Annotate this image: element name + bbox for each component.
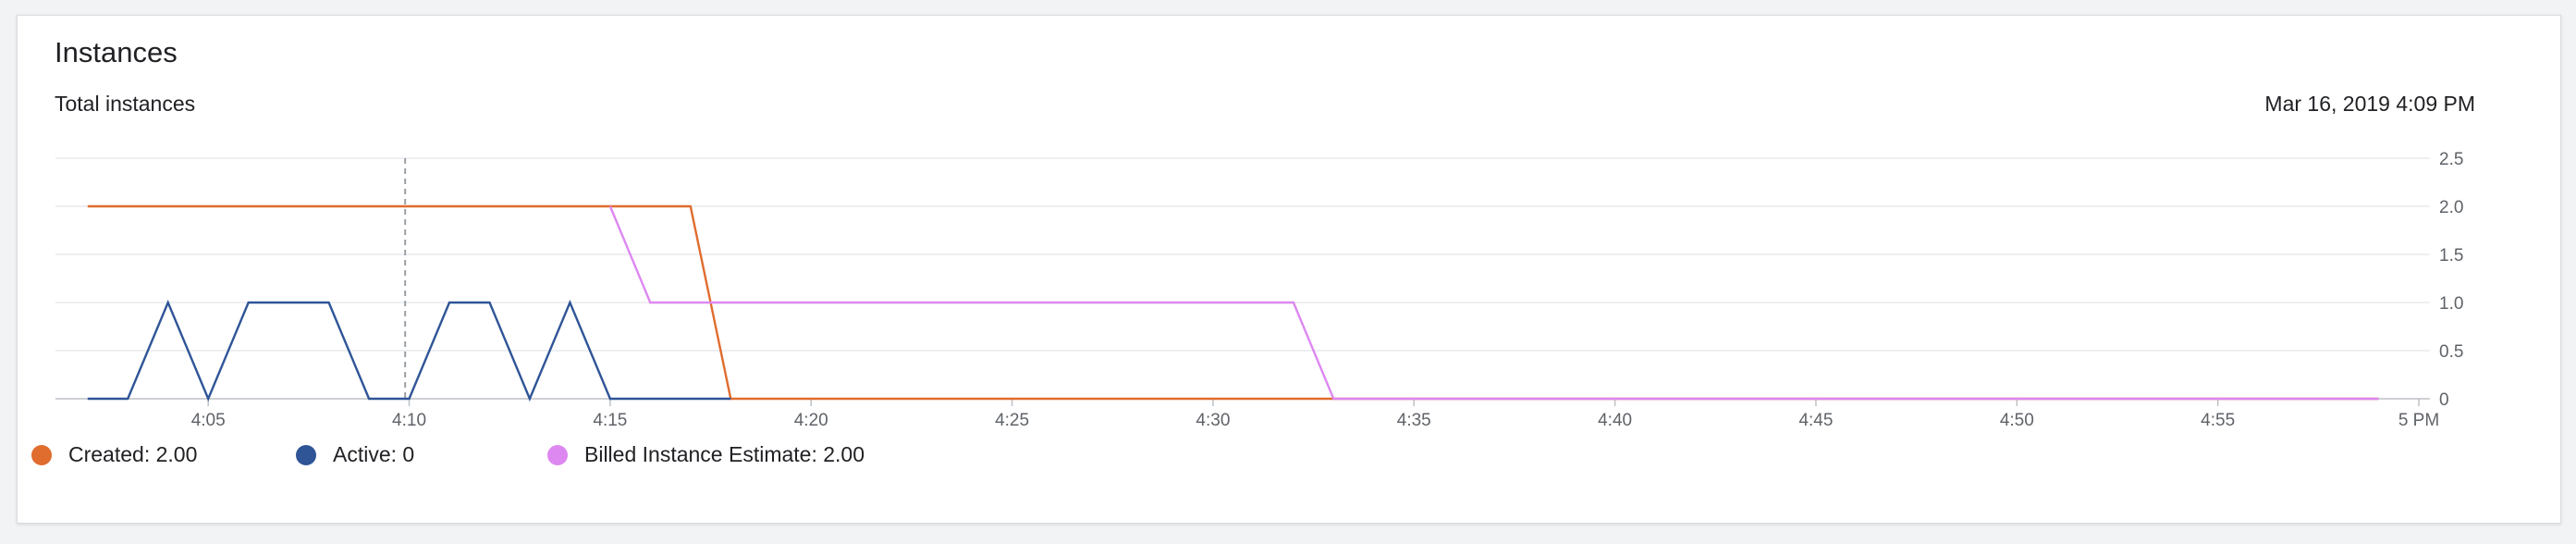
legend-swatch-billed: [547, 444, 568, 465]
legend-swatch-created: [31, 444, 52, 465]
x-tick-label: 4:05: [191, 411, 226, 430]
legend-item-created[interactable]: Created: 2.00: [31, 442, 296, 467]
series-line-billed-instance-estimate[interactable]: [608, 205, 2379, 401]
instances-card: Instances Total instances Mar 16, 2019 4…: [17, 15, 2561, 524]
legend-item-active[interactable]: Active: 0: [296, 442, 547, 467]
y-tick-label: 0.5: [2439, 342, 2463, 362]
y-tick-label: 2.5: [2439, 150, 2463, 169]
legend-item-billed[interactable]: Billed Instance Estimate: 2.00: [547, 442, 865, 467]
x-tick-label: 4:30: [1196, 411, 1230, 430]
series-lines: [87, 204, 2379, 402]
x-tick-label: 4:25: [995, 411, 1029, 430]
axis-ticks: 0 0.5 1.0 1.5 2.0 2.5 4:05 4:10 4:15 4:20 4:25 4:30…: [191, 150, 2464, 430]
legend-label-created: Created: 2.00: [68, 442, 198, 466]
x-tick-label: 4:10: [392, 411, 426, 430]
y-tick-label: 1.0: [2439, 294, 2463, 314]
legend-label-active: Active: 0: [333, 442, 415, 466]
y-tick-label: 2.0: [2439, 198, 2463, 217]
x-tick-label: 4:50: [2000, 411, 2034, 430]
series-line-active[interactable]: [87, 299, 731, 402]
x-tick-label: 4:40: [1598, 411, 1632, 430]
x-tick-label: 4:35: [1397, 411, 1431, 430]
legend-label-billed: Billed Instance Estimate: 2.00: [584, 442, 865, 466]
x-tick-label: 4:20: [794, 411, 828, 430]
chart-subtitle: Total instances: [55, 92, 196, 116]
cursor-timestamp: Mar 16, 2019 4:09 PM: [2264, 92, 2475, 116]
y-tick-label: 0: [2439, 390, 2449, 410]
x-tick-label: 4:55: [2201, 411, 2235, 430]
x-tick-label: 4:15: [593, 411, 627, 430]
card-title: Instances: [55, 36, 178, 68]
x-tick-label: 4:45: [1798, 411, 1833, 430]
legend-swatch-active: [296, 444, 316, 465]
x-tick-label: 5 PM: [2398, 411, 2439, 430]
chart-legend: Created: 2.00 Active: 0 Billed Instance …: [31, 442, 865, 467]
y-tick-label: 1.5: [2439, 246, 2463, 266]
grid-lines: [55, 157, 2430, 400]
